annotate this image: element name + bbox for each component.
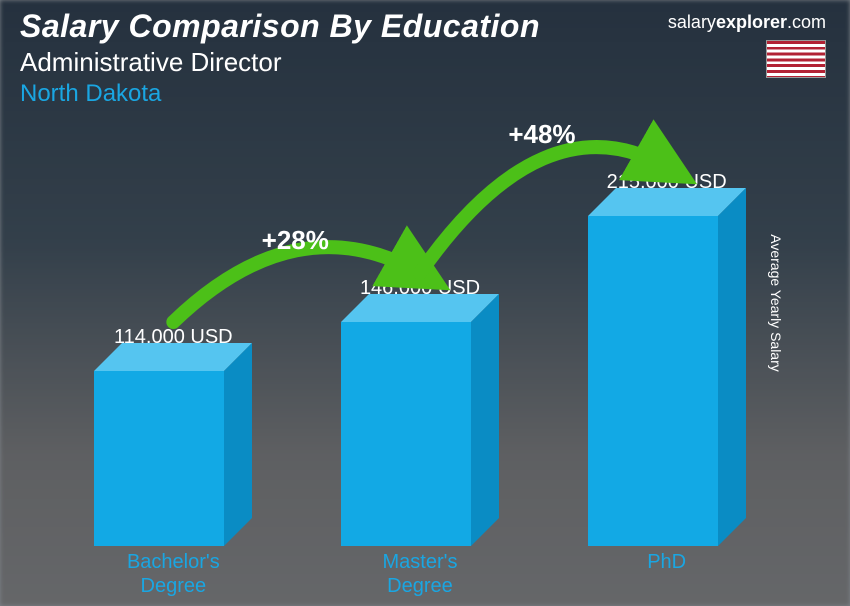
bar-chart: 114,000 USD 146,000 USD 215,000 USD [50,126,790,546]
bar-group: 146,000 USD [341,277,499,546]
x-axis-label: Master'sDegree [330,550,510,600]
flag-icon [766,40,826,78]
brand-logo: salaryexplorer.com [668,12,826,33]
x-axis-labels: Bachelor'sDegree Master'sDegree PhD [50,550,790,600]
x-axis-label: PhD [577,550,757,600]
increase-percent-label: +28% [262,225,329,256]
bar-group: 215,000 USD [588,171,746,546]
x-axis-label: Bachelor'sDegree [83,550,263,600]
content: Salary Comparison By Education Administr… [0,0,850,606]
3d-bar [94,357,252,546]
3d-bar [588,202,746,546]
chart-location: North Dakota [20,80,830,108]
chart-subtitle: Administrative Director [20,47,830,78]
brand-text: salaryexplorer.com [668,12,826,32]
bar-group: 114,000 USD [94,326,252,546]
3d-bar [341,308,499,546]
increase-percent-label: +48% [508,119,575,150]
